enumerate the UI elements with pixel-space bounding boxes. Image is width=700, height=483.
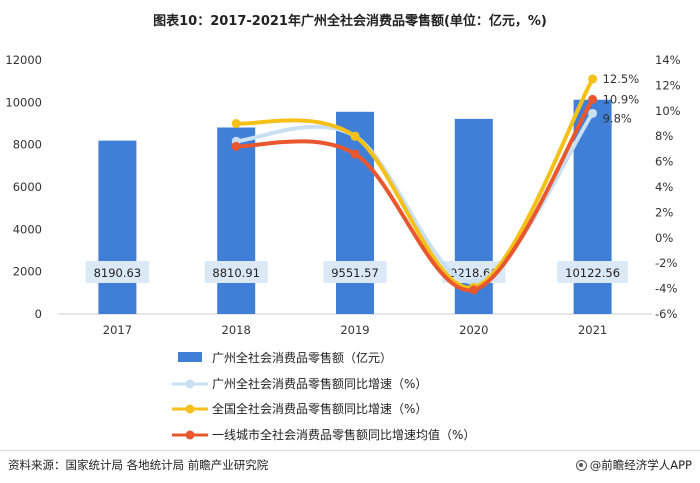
bar-2018 xyxy=(217,127,256,314)
brand-credit: @前瞻经济学人APP xyxy=(575,457,692,473)
point-national-growth xyxy=(231,119,241,128)
point-tier1-growth xyxy=(231,141,241,151)
y-left-tick-label: 10000 xyxy=(5,95,42,109)
y-left-tick-label: 6000 xyxy=(13,180,42,194)
legend-label-national-growth: 全国全社会消费品零售额同比增速（%） xyxy=(212,401,427,416)
y-left-tick-label: 12000 xyxy=(5,53,42,67)
y-left-tick-label: 4000 xyxy=(13,222,42,236)
y-right-tick-label: -2% xyxy=(655,256,677,270)
y-right-tick-label: 2% xyxy=(655,205,673,219)
y-right-tick-label: 10% xyxy=(655,104,681,118)
legend-label-bar: 广州全社会消费品零售额（亿元） xyxy=(212,350,392,365)
bar-value-label-box xyxy=(557,261,628,283)
x-tick-label: 2020 xyxy=(459,323,488,337)
y-left-tick-label: 8000 xyxy=(13,138,42,152)
bar-value-label: 8190.63 xyxy=(94,266,142,280)
bar-value-label-box xyxy=(85,261,149,283)
bar-value-label-box xyxy=(204,261,268,283)
source-note: 资料来源：国家统计局 各地统计局 前瞻产业研究院 xyxy=(8,458,269,472)
point-tier1-growth xyxy=(350,149,360,159)
point-guangzhou-growth xyxy=(588,108,598,118)
y-left-tick-label: 2000 xyxy=(13,265,42,279)
bar-value-label: 9551.57 xyxy=(331,266,379,280)
x-tick-label: 2017 xyxy=(103,323,132,337)
legend-marker-guangzhou-growth xyxy=(185,379,195,389)
y-right-tick-label: 6% xyxy=(655,155,673,169)
legend-label-guangzhou-growth: 广州全社会消费品零售额同比增速（%） xyxy=(212,376,427,391)
y-right-tick-label: 8% xyxy=(655,129,673,143)
end-label-national-growth: 12.5% xyxy=(603,72,640,86)
legend-marker-tier1-growth xyxy=(185,430,195,440)
y-right-tick-label: -4% xyxy=(655,282,677,296)
point-national-growth xyxy=(588,74,598,84)
footer: 资料来源：国家统计局 各地统计局 前瞻产业研究院 @前瞻经济学人APP xyxy=(8,455,692,475)
y-right-tick-label: 14% xyxy=(655,53,681,67)
point-tier1-growth xyxy=(469,285,479,295)
end-label-guangzhou-growth: 9.8% xyxy=(603,111,632,125)
y-right-tick-label: 12% xyxy=(655,78,681,92)
legend-swatch-bar xyxy=(178,352,202,362)
point-tier1-growth xyxy=(588,94,598,104)
legend-marker-national-growth xyxy=(185,404,195,414)
point-national-growth xyxy=(350,131,360,141)
brand-circle-icon xyxy=(575,459,587,471)
x-tick-label: 2021 xyxy=(578,323,607,337)
y-right-tick-label: 4% xyxy=(655,180,673,194)
chart-title: 图表10：2017-2021年广州全社会消费品零售额(单位：亿元，%) xyxy=(153,14,547,29)
line-national-growth xyxy=(234,77,595,290)
chart: 0 2000 4000 6000 8000 10000 12000 -6% -4% -2% 0% 2%… xyxy=(5,53,681,442)
end-label-tier1-growth: 10.9% xyxy=(603,92,640,106)
bar-2017 xyxy=(98,140,137,314)
bar-2019 xyxy=(336,111,374,314)
footer-divider xyxy=(0,450,700,451)
x-tick-label: 2018 xyxy=(222,323,251,337)
bar-value-label-box xyxy=(323,261,387,283)
y-left-tick-label: 0 xyxy=(35,307,42,321)
y-right-tick-label: -6% xyxy=(655,307,677,321)
brand-text: @前瞻经济学人APP xyxy=(589,458,692,472)
legend-label-tier1-growth: 一线城市全社会消费品零售额同比增速均值（%） xyxy=(212,427,475,442)
x-tick-label: 2019 xyxy=(340,323,369,337)
bar-value-label: 8810.91 xyxy=(212,266,260,280)
y-right-tick-label: 0% xyxy=(655,231,673,245)
bar-value-label: 10122.56 xyxy=(565,266,620,280)
line-guangzhou-growth xyxy=(234,111,595,285)
line-tier1-growth xyxy=(234,97,595,293)
